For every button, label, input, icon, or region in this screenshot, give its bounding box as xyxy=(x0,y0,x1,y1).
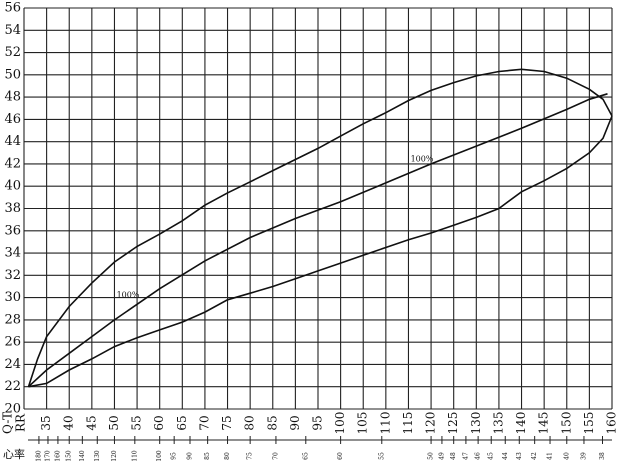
y-tick-label: 20 xyxy=(4,402,21,417)
hr-tick-label: 150 xyxy=(66,450,73,462)
hr-tick-label: 43 xyxy=(516,452,523,460)
x-tick-label: 50 xyxy=(107,415,121,430)
x-tick-label: 45 xyxy=(84,415,98,430)
x-tick-label: 55 xyxy=(130,415,144,430)
hr-tick-label: 100 xyxy=(156,450,163,462)
hr-tick-label: 60 xyxy=(337,452,344,460)
curve xyxy=(27,93,608,388)
hr-tick-label: 160 xyxy=(54,450,61,462)
hr-tick-label: 47 xyxy=(462,452,469,460)
x-tick-label: 155 xyxy=(582,412,596,435)
x-tick-label: 160 xyxy=(605,412,619,435)
x-tick-label: 145 xyxy=(537,412,551,435)
x-tick-label: 65 xyxy=(175,415,189,430)
hr-tick-label: 46 xyxy=(475,452,482,460)
hr-tick-label: 85 xyxy=(204,452,211,460)
y-tick-label: 38 xyxy=(4,201,21,216)
x-tick-label: 105 xyxy=(356,412,370,435)
hr-label: 心率 xyxy=(3,447,25,461)
x-tick-label: 140 xyxy=(514,412,528,435)
hr-tick-label: 48 xyxy=(450,452,457,460)
x-tick-label: 90 xyxy=(288,415,302,430)
y-tick-label: 26 xyxy=(4,335,21,350)
hr-tick-label: 95 xyxy=(171,452,178,460)
x-tick-label: 110 xyxy=(378,412,392,435)
hr-tick-label: 65 xyxy=(302,452,309,460)
y-tick-label: 36 xyxy=(4,223,21,238)
hr-tick-label: 41 xyxy=(547,452,554,460)
hr-tick-label: 70 xyxy=(272,452,279,460)
annotation: 100% xyxy=(117,290,140,299)
y-tick-label: 44 xyxy=(4,134,21,149)
y-tick-label: 56 xyxy=(4,1,21,16)
y-tick-label: 30 xyxy=(4,290,21,305)
x-tick-label: 135 xyxy=(491,412,505,435)
hr-tick-label: 39 xyxy=(580,452,587,460)
y-tick-label: 52 xyxy=(4,45,21,60)
y-tick-label: 46 xyxy=(4,112,21,127)
x-tick-label: 150 xyxy=(559,412,573,435)
curve xyxy=(28,115,613,388)
x-tick-label: 40 xyxy=(62,415,76,430)
x-tick-label: 35 xyxy=(39,415,53,430)
y-tick-label: 34 xyxy=(4,246,21,261)
hr-tick-label: 140 xyxy=(79,450,86,462)
hr-tick-label: 80 xyxy=(224,452,231,460)
curve xyxy=(27,68,613,387)
y-tick-label: 40 xyxy=(4,179,21,194)
y-tick-label: 24 xyxy=(4,357,21,372)
hr-tick-label: 45 xyxy=(488,452,495,460)
y-tick-label: 54 xyxy=(4,23,21,38)
x-tick-label: 70 xyxy=(197,415,211,430)
y-tick-label: 28 xyxy=(4,312,21,327)
hr-tick-label: 49 xyxy=(438,452,445,460)
annotation: 100% xyxy=(411,154,434,163)
y-tick-label: 32 xyxy=(4,268,21,283)
y-axis-label: Q-T xyxy=(1,412,15,434)
y-tick-label: 22 xyxy=(4,379,21,394)
hr-tick-label: 55 xyxy=(378,452,385,460)
hr-tick-label: 38 xyxy=(599,452,606,460)
x-axis-label: RR xyxy=(14,413,28,432)
x-tick-label: 130 xyxy=(469,412,483,435)
y-tick-label: 48 xyxy=(4,90,21,105)
hr-tick-label: 170 xyxy=(44,450,51,462)
x-tick-label: 85 xyxy=(265,415,279,430)
y-tick-label: 42 xyxy=(4,156,21,171)
hr-tick-label: 75 xyxy=(247,452,254,460)
x-tick-label: 120 xyxy=(424,412,438,435)
x-tick-label: 125 xyxy=(446,412,460,435)
hr-tick-label: 40 xyxy=(563,452,570,460)
y-tick-label: 50 xyxy=(4,67,21,82)
x-tick-label: 95 xyxy=(311,415,325,430)
hr-tick-label: 44 xyxy=(502,452,509,460)
x-tick-label: 115 xyxy=(401,412,415,435)
x-tick-label: 75 xyxy=(220,415,234,430)
hr-tick-label: 130 xyxy=(94,450,101,462)
x-tick-label: 60 xyxy=(152,415,166,430)
hr-tick-label: 180 xyxy=(35,450,42,462)
hr-tick-label: 120 xyxy=(111,450,118,462)
hr-tick-label: 90 xyxy=(186,452,193,460)
x-tick-label: 80 xyxy=(243,415,257,430)
hr-tick-label: 110 xyxy=(131,450,138,462)
hr-tick-label: 42 xyxy=(531,452,538,460)
x-tick-label: 100 xyxy=(333,412,347,435)
hr-tick-label: 50 xyxy=(428,452,435,460)
